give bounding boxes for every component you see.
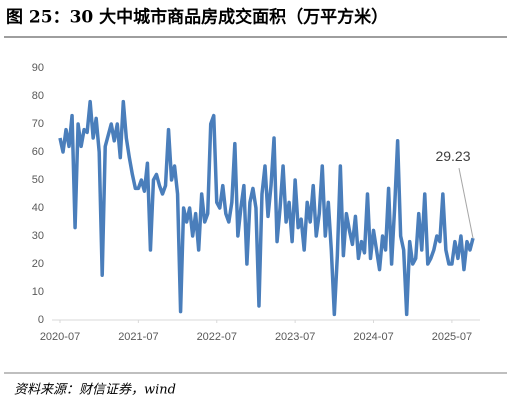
- source: 资料来源：财信证券，wind: [14, 383, 176, 398]
- value-label: 29.23: [435, 148, 470, 164]
- x-tick-label: 2025-07: [432, 331, 472, 343]
- y-tick-label: 40: [32, 202, 44, 214]
- series-line: [58, 99, 475, 317]
- y-tick-label: 60: [32, 146, 44, 158]
- chart-title: 图 25：30 大中城市商品房成交面积（万平方米）: [6, 7, 388, 28]
- y-tick-label: 30: [32, 230, 44, 242]
- label-leader: [458, 168, 474, 239]
- x-tick-label: 2024-07: [353, 331, 393, 343]
- x-tick-label: 2022-07: [197, 331, 237, 343]
- y-tick-label: 50: [32, 174, 44, 186]
- y-tick-label: 20: [32, 258, 44, 270]
- y-tick-label: 10: [32, 286, 44, 298]
- x-tick-label: 2020-07: [40, 331, 80, 343]
- x-tick-label: 2021-07: [118, 331, 158, 343]
- x-tick-label: 2023-07: [275, 331, 315, 343]
- y-tick-label: 90: [32, 62, 44, 74]
- y-tick-label: 70: [32, 118, 44, 130]
- y-tick-label: 0: [38, 314, 44, 326]
- y-tick-label: 80: [32, 90, 44, 102]
